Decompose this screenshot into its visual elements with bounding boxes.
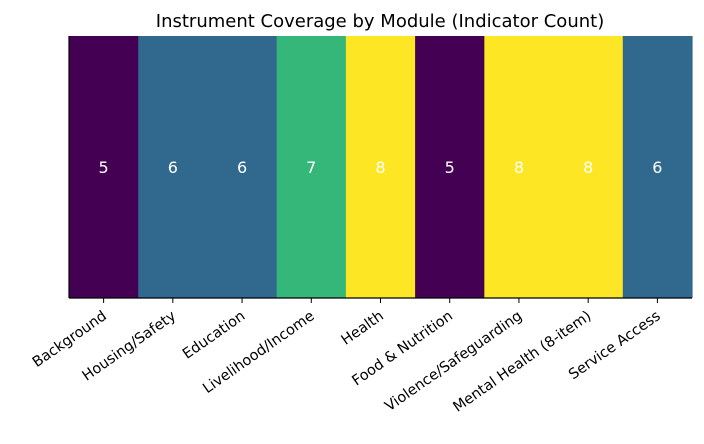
heatmap-cell bbox=[553, 36, 624, 298]
heatmap-cell bbox=[207, 36, 278, 298]
chart-title: Instrument Coverage by Module (Indicator… bbox=[156, 11, 604, 32]
cell-value-label: 5 bbox=[99, 158, 109, 177]
heatmap-cells bbox=[69, 36, 693, 298]
heatmap-cell bbox=[622, 36, 693, 298]
heatmap-cell bbox=[69, 36, 139, 298]
heatmap-cell bbox=[484, 36, 555, 298]
heatmap-cell bbox=[138, 36, 209, 298]
x-tick-label: Livelihood/Income bbox=[200, 308, 317, 397]
cell-value-label: 6 bbox=[237, 158, 247, 177]
cell-value-label: 8 bbox=[375, 158, 385, 177]
heatmap-cell bbox=[276, 36, 347, 298]
cell-value-label: 8 bbox=[583, 158, 593, 177]
x-tick-label: Violence/Safeguarding bbox=[382, 308, 525, 415]
cell-value-label: 5 bbox=[445, 158, 455, 177]
cell-value-label: 6 bbox=[652, 158, 662, 177]
heatmap-cell bbox=[345, 36, 416, 298]
cell-value-label: 8 bbox=[514, 158, 524, 177]
cell-value-labels: 5 6 6 7 8 5 8 8 6 bbox=[99, 158, 663, 177]
cell-value-label: 6 bbox=[168, 158, 178, 177]
x-tick-label: Education bbox=[180, 308, 248, 363]
x-tick-label: Health bbox=[339, 308, 387, 348]
heatmap-cell bbox=[415, 36, 485, 298]
cell-value-label: 7 bbox=[306, 158, 316, 177]
x-tick-label: Mental Health (8-item) bbox=[450, 308, 594, 416]
